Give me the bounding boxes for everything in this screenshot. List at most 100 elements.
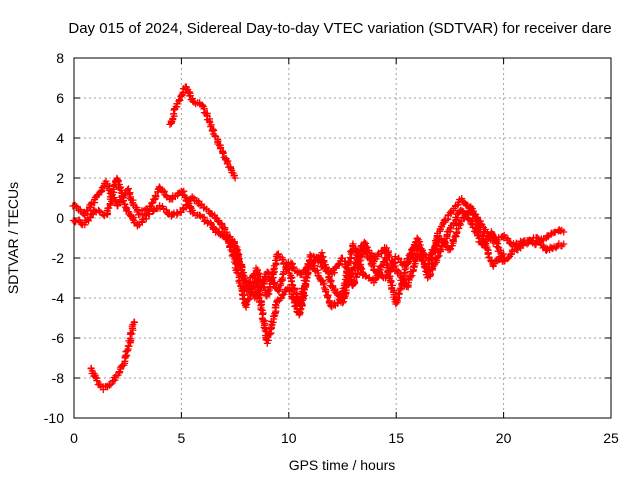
x-tick-label: 15	[388, 430, 404, 446]
data-point-marker	[551, 228, 559, 236]
y-tick-label: -10	[44, 410, 64, 426]
data-point-marker	[449, 237, 457, 245]
data-point-marker	[231, 174, 239, 182]
data-point-marker	[290, 286, 298, 294]
data-point-marker	[395, 289, 403, 297]
y-tick-label: -2	[52, 250, 65, 266]
data-point-marker	[175, 97, 183, 105]
y-tick-label: 6	[56, 90, 64, 106]
data-point-marker	[188, 193, 196, 201]
data-point-marker	[320, 284, 328, 292]
data-point-marker	[422, 262, 430, 270]
x-tick-label: 20	[496, 430, 512, 446]
chart-title: Day 015 of 2024, Sidereal Day-to-day VTE…	[68, 20, 611, 37]
data-point-marker	[290, 263, 298, 271]
data-point-marker	[235, 257, 243, 265]
data-point-marker	[247, 289, 255, 297]
data-point-marker	[211, 132, 219, 140]
axis-ticks: 0 5 10 15 20 25 -10 -8 -6 -4 -2 0 2 4 6 8	[44, 50, 619, 446]
data-point-marker	[505, 254, 513, 262]
data-point-marker	[460, 215, 468, 223]
x-tick-label: 10	[281, 430, 297, 446]
data-point-marker	[421, 264, 429, 272]
x-tick-label: 5	[178, 430, 186, 446]
data-point-marker	[272, 302, 280, 310]
x-tick-label: 0	[70, 430, 78, 446]
data-point-marker	[220, 231, 228, 239]
data-point-marker	[421, 250, 429, 258]
data-point-marker	[309, 252, 317, 260]
data-points	[69, 83, 568, 394]
data-point-marker	[388, 263, 396, 271]
data-point-marker	[130, 318, 138, 326]
data-point-marker	[484, 250, 492, 258]
y-tick-label: -4	[52, 290, 65, 306]
data-point-marker	[129, 215, 137, 223]
data-point-marker	[92, 373, 99, 381]
series-arc-low-early	[87, 318, 138, 394]
data-point-marker	[476, 228, 484, 236]
data-point-marker	[209, 127, 217, 135]
data-point-marker	[446, 246, 454, 254]
data-point-marker	[93, 377, 101, 385]
data-point-marker	[346, 254, 354, 261]
data-point-marker	[214, 228, 222, 236]
data-point-marker	[543, 247, 550, 254]
data-point-marker	[427, 270, 434, 278]
data-point-marker	[393, 295, 401, 303]
series-track-a	[69, 177, 568, 307]
data-point-marker	[152, 192, 160, 200]
data-point-marker	[248, 286, 256, 293]
data-point-marker	[360, 238, 368, 246]
data-point-marker	[254, 290, 262, 298]
plot-frame	[73, 57, 612, 419]
y-axis-label: SDTVAR / TECUs	[5, 182, 21, 294]
data-point-marker	[535, 237, 543, 245]
data-point-marker	[145, 210, 153, 218]
data-point-marker	[176, 96, 183, 104]
data-point-marker	[135, 211, 142, 219]
data-point-marker	[409, 250, 417, 258]
data-point-marker	[306, 251, 314, 259]
data-point-marker	[320, 281, 327, 289]
data-point-marker	[408, 272, 416, 280]
data-point-marker	[560, 228, 568, 236]
y-tick-label: 2	[56, 170, 64, 186]
data-point-marker	[499, 232, 507, 240]
y-tick-label: -8	[52, 370, 65, 386]
series-track-c	[209, 203, 508, 309]
series-arc-high-morning	[166, 83, 239, 182]
data-point-marker	[227, 246, 235, 254]
data-point-marker	[322, 288, 330, 296]
y-tick-label: 0	[56, 210, 64, 226]
data-point-marker	[76, 206, 84, 214]
y-tick-label: -6	[52, 330, 65, 346]
data-point-marker	[504, 235, 512, 243]
data-point-marker	[245, 296, 253, 304]
data-point-marker	[278, 276, 286, 284]
data-point-marker	[556, 227, 564, 235]
data-point-marker	[250, 271, 258, 279]
data-point-marker	[350, 277, 358, 285]
data-point-marker	[72, 217, 80, 225]
data-point-marker	[258, 279, 266, 287]
data-point-marker	[279, 256, 287, 264]
data-point-marker	[219, 149, 227, 157]
x-axis-label: GPS time / hours	[289, 457, 396, 473]
data-point-marker	[291, 284, 299, 292]
data-point-marker	[483, 245, 491, 253]
data-point-marker	[125, 185, 132, 193]
data-point-marker	[366, 255, 374, 263]
y-tick-label: 8	[56, 50, 64, 66]
data-point-marker	[106, 381, 114, 389]
data-point-marker	[378, 272, 386, 280]
data-point-marker	[270, 266, 278, 274]
data-point-marker	[341, 263, 349, 271]
data-point-marker	[287, 259, 295, 267]
data-point-marker	[143, 206, 151, 214]
data-point-marker	[107, 380, 115, 388]
data-point-marker	[374, 251, 381, 259]
data-point-marker	[118, 192, 126, 200]
data-point-marker	[223, 160, 231, 168]
